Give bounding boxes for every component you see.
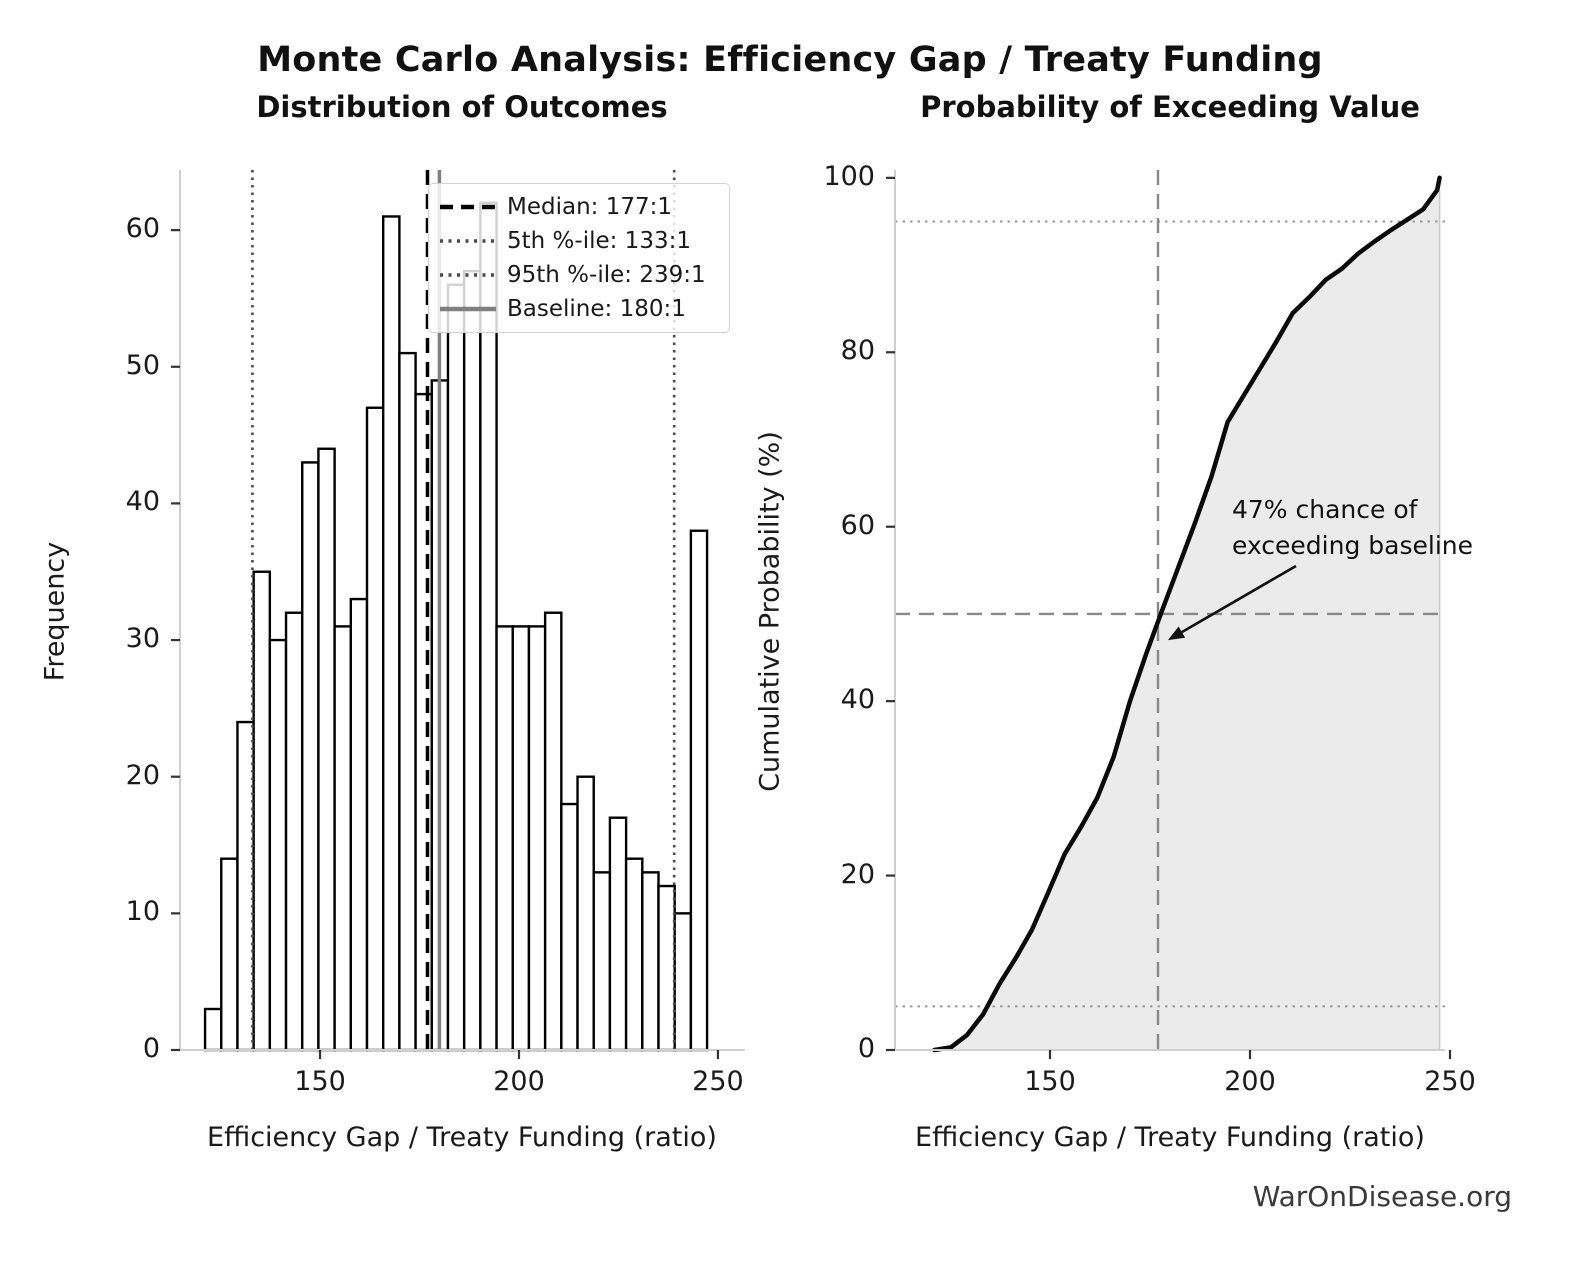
legend-item: 95th %-ile: 239:1 (439, 262, 719, 288)
legend-line-sample (440, 273, 496, 277)
x-tick-label: 200 (1224, 1066, 1276, 1097)
annotation-arrow-line (1181, 564, 1297, 634)
legend-item-label: Median: 177:1 (507, 194, 672, 220)
histogram-bar (641, 871, 660, 1052)
histogram-bar (624, 857, 644, 1052)
histogram-bar (446, 283, 466, 1052)
legend-item-label: 95th %-ile: 239:1 (507, 262, 706, 288)
x-tick-label: 250 (1424, 1066, 1476, 1097)
histogram-bar (252, 570, 272, 1052)
page-title: Monte Carlo Analysis: Efficiency Gap / T… (257, 40, 1323, 80)
histogram-bar (349, 597, 369, 1052)
histogram-bar (284, 611, 304, 1052)
y-tick-label: 20 (125, 759, 160, 791)
left-y-axis-label: Frequency (39, 541, 71, 682)
histogram-bar (462, 269, 482, 1052)
y-tick-label: 20 (840, 858, 875, 890)
y-tick-label: 40 (125, 486, 160, 518)
histogram-bar (333, 625, 353, 1052)
y-tick-label: 50 (125, 349, 160, 381)
histogram-bar (511, 625, 531, 1052)
x-tick-label: 150 (294, 1066, 346, 1097)
y-tick-label: 0 (857, 1033, 875, 1064)
legend-item: 5th %-ile: 133:1 (439, 228, 719, 254)
cdf-curve (932, 175, 1442, 1053)
histogram-bar (592, 871, 612, 1052)
right-chart-title: Probability of Exceeding Value (920, 90, 1420, 124)
annotation-line-1: 47% chance of (1232, 495, 1418, 524)
histogram-bar (527, 625, 547, 1052)
legend-item-label: Baseline: 180:1 (507, 296, 686, 322)
legend-item: Baseline: 180:1 (439, 296, 719, 322)
y-tick-label: 40 (840, 684, 875, 716)
histogram-bar (301, 461, 320, 1052)
histogram-bar (495, 625, 514, 1052)
y-tick-label: 60 (840, 509, 875, 541)
legend-line-sample (440, 239, 496, 243)
histogram-bar (220, 857, 239, 1052)
y-tick-label: 10 (125, 896, 160, 928)
y-tick-label: 60 (125, 213, 160, 245)
watermark-url: WarOnDisease.org (1252, 1180, 1512, 1213)
annotation-line-2: exceeding baseline (1232, 530, 1473, 560)
histogram-bar (382, 215, 401, 1052)
legend-line-sample (440, 306, 496, 312)
annotation-arrow-head (1168, 626, 1186, 641)
right-y-axis-label: Cumulative Probability (%) (754, 431, 786, 792)
annotation-callout: 47% chance of exceeding baseline (1232, 492, 1473, 563)
y-tick-label: 0 (142, 1033, 160, 1064)
histogram-bar (414, 392, 433, 1052)
histogram-bar (398, 351, 417, 1052)
histogram-bar (673, 912, 693, 1052)
histogram-bar (268, 638, 288, 1052)
y-tick-label: 100 (823, 160, 875, 192)
histogram-bar (608, 816, 628, 1052)
histogram-bar (365, 406, 385, 1052)
right-x-axis-label: Efficiency Gap / Treaty Funding (ratio) (915, 1122, 1425, 1153)
histogram-bar (543, 611, 563, 1052)
legend-line-sample (440, 204, 496, 210)
histogram-bar (657, 884, 676, 1052)
histogram-bar (203, 1007, 223, 1052)
histogram-bar (689, 529, 709, 1052)
x-tick-label: 150 (1024, 1066, 1076, 1097)
legend-item: Median: 177:1 (439, 194, 719, 220)
y-tick-label: 30 (125, 623, 160, 655)
legend-item-label: 5th %-ile: 133:1 (507, 228, 691, 254)
y-tick-label: 80 (840, 335, 875, 367)
histogram-bar (317, 447, 336, 1052)
legend: Median: 177:1 5th %-ile: 133:1 95th %-ile:… (428, 183, 730, 333)
x-tick-label: 200 (493, 1066, 545, 1097)
left-chart-title: Distribution of Outcomes (256, 90, 668, 124)
x-tick-label: 250 (692, 1066, 744, 1097)
left-x-axis-label: Efficiency Gap / Treaty Funding (ratio) (207, 1122, 717, 1153)
histogram-bar (560, 802, 579, 1052)
histogram-bar (576, 775, 595, 1052)
